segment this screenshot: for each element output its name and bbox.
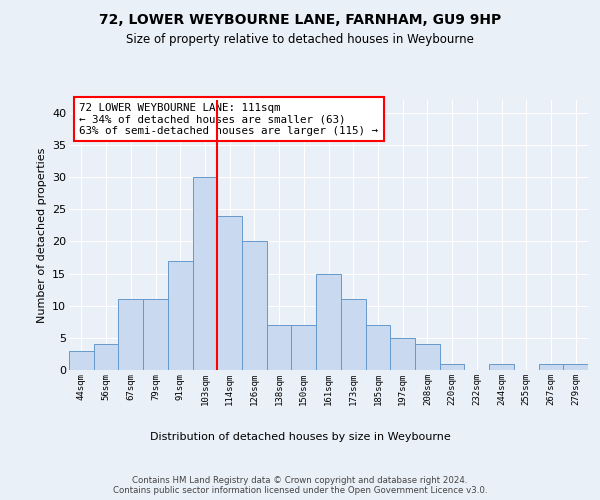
Bar: [118, 300, 143, 370]
Bar: [94, 344, 118, 370]
Text: 72, LOWER WEYBOURNE LANE, FARNHAM, GU9 9HP: 72, LOWER WEYBOURNE LANE, FARNHAM, GU9 9…: [99, 12, 501, 26]
Bar: [390, 338, 415, 370]
Text: Size of property relative to detached houses in Weybourne: Size of property relative to detached ho…: [126, 32, 474, 46]
Bar: [563, 364, 588, 370]
Bar: [168, 260, 193, 370]
Bar: [489, 364, 514, 370]
Bar: [316, 274, 341, 370]
Bar: [341, 300, 365, 370]
Bar: [193, 177, 217, 370]
Bar: [365, 325, 390, 370]
Text: 72 LOWER WEYBOURNE LANE: 111sqm
← 34% of detached houses are smaller (63)
63% of: 72 LOWER WEYBOURNE LANE: 111sqm ← 34% of…: [79, 102, 379, 136]
Bar: [415, 344, 440, 370]
Bar: [143, 300, 168, 370]
Bar: [539, 364, 563, 370]
Text: Distribution of detached houses by size in Weybourne: Distribution of detached houses by size …: [149, 432, 451, 442]
Bar: [292, 325, 316, 370]
Bar: [267, 325, 292, 370]
Bar: [217, 216, 242, 370]
Bar: [69, 350, 94, 370]
Y-axis label: Number of detached properties: Number of detached properties: [37, 148, 47, 322]
Text: Contains HM Land Registry data © Crown copyright and database right 2024.
Contai: Contains HM Land Registry data © Crown c…: [113, 476, 487, 495]
Bar: [440, 364, 464, 370]
Bar: [242, 242, 267, 370]
